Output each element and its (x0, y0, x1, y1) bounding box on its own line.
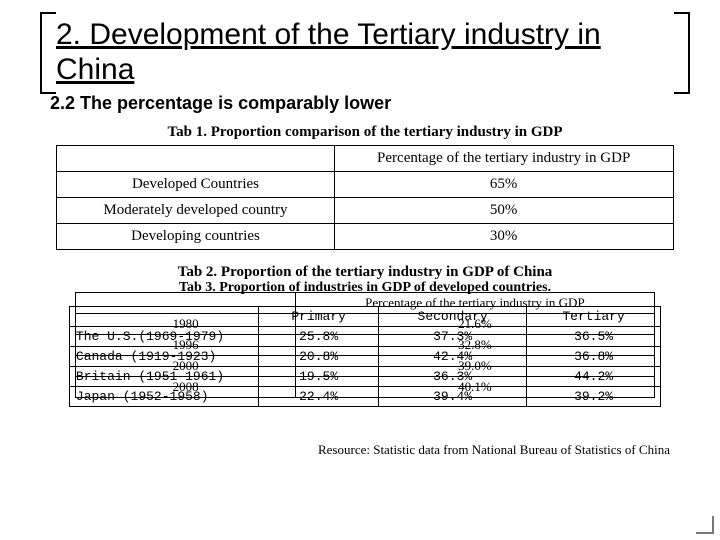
table-row: Japan (1952-1958) 22.4% 39.4% 39.2% (69, 387, 660, 407)
resize-corner-icon (696, 516, 714, 534)
title-block: 2. Development of the Tertiary industry … (50, 18, 680, 87)
slide-subtitle: 2.2 The percentage is comparably lower (50, 93, 680, 114)
tab1-table: Percentage of the tertiary industry in G… (56, 145, 673, 250)
table-row: Canada (1919-1923) 20.8% 42.4% 36.8% (69, 347, 660, 367)
overlap-region: Tab 2. Proportion of the tertiary indust… (50, 264, 680, 464)
tab3-col-tertiary: Tertiary (527, 307, 661, 327)
tab1-header-pct: Percentage of the tertiary industry in G… (334, 146, 673, 172)
table-row: The U.S.(1969-1979) 25.8% 37.3% 36.5% (69, 327, 660, 347)
slide-title: 2. Development of the Tertiary industry … (56, 18, 674, 87)
resource-note: Resource: Statistic data from National B… (50, 442, 670, 458)
tab3-col-secondary: Secondary (379, 307, 527, 327)
left-bracket-decoration (40, 12, 56, 94)
tab3-table: Primary Secondary Tertiary The U.S.(1969… (69, 306, 661, 407)
table-row: Developing countries 30% (57, 224, 673, 250)
table-row: Developed Countries 65% (57, 172, 673, 198)
tab1-header-blank (57, 146, 334, 172)
tab1-caption: Tab 1. Proportion comparison of the tert… (50, 124, 680, 141)
tab3-header-blank (69, 307, 258, 327)
table-row: Moderately developed country 50% (57, 198, 673, 224)
tab2-caption: Tab 2. Proportion of the tertiary indust… (50, 264, 680, 281)
tab3-caption: Tab 3. Proportion of industries in GDP o… (50, 280, 680, 296)
right-bracket-decoration (674, 12, 690, 94)
tab3-col-primary: Primary (259, 307, 379, 327)
table-row: Britain (1951-1961) 19.5% 36.3% 44.2% (69, 367, 660, 387)
